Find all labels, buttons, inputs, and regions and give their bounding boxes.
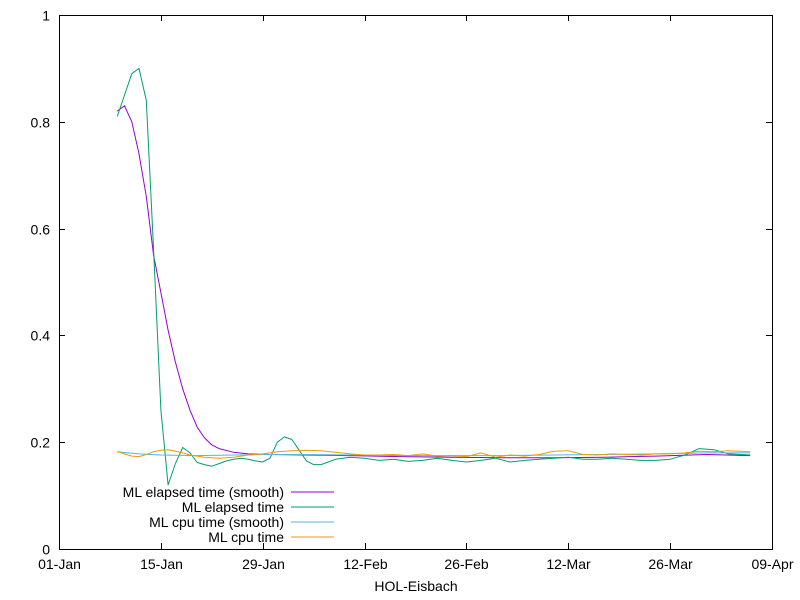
x-axis: 01-Jan 15-Jan 29-Jan 12-Feb 26-Feb 12-Mar 26-M… bbox=[38, 15, 794, 572]
x-tick-label: 26-Feb bbox=[444, 556, 489, 572]
x-tick-label: 29-Jan bbox=[242, 556, 285, 572]
plot-border bbox=[59, 15, 773, 550]
plot-area bbox=[116, 67, 751, 486]
y-tick-label: 0.2 bbox=[31, 435, 51, 451]
y-tick-label: 0.6 bbox=[31, 222, 51, 238]
series-line-1 bbox=[116, 67, 751, 486]
legend-label: ML elapsed time bbox=[182, 499, 284, 515]
y-tick-label: 0.8 bbox=[31, 115, 51, 131]
x-tick-label: 01-Jan bbox=[38, 556, 81, 572]
legend: ML elapsed time (smooth)ML elapsed timeM… bbox=[123, 484, 334, 545]
x-tick-label: 12-Feb bbox=[343, 556, 388, 572]
x-tick-label: 15-Jan bbox=[140, 556, 183, 572]
legend-label: ML cpu time bbox=[208, 529, 284, 545]
x-tick-label: 26-Mar bbox=[648, 556, 693, 572]
y-tick-label: 0.4 bbox=[31, 328, 51, 344]
y-tick-label: 0 bbox=[42, 542, 50, 558]
legend-label: ML cpu time (smooth) bbox=[149, 514, 284, 530]
series-line-0 bbox=[116, 105, 751, 459]
y-axis: 0 0.2 0.4 0.6 0.8 1 bbox=[31, 8, 772, 558]
legend-label: ML elapsed time (smooth) bbox=[123, 484, 284, 500]
x-axis-label: HOL-Eisbach bbox=[374, 578, 457, 594]
y-tick-label: 1 bbox=[42, 8, 50, 24]
series-line-3 bbox=[117, 449, 751, 459]
x-tick-label: 09-Apr bbox=[751, 556, 793, 572]
x-tick-label: 12-Mar bbox=[546, 556, 591, 572]
